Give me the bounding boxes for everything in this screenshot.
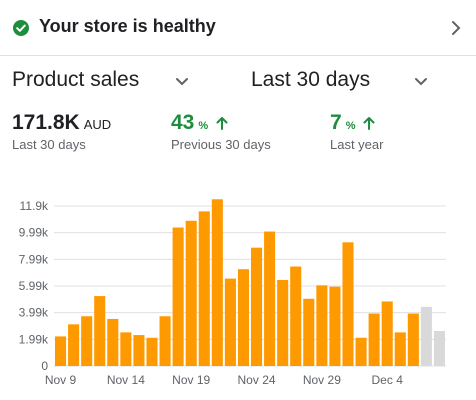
metric-selector[interactable]: Product sales — [12, 68, 140, 91]
previous-period-label: Previous 30 days — [171, 137, 271, 152]
sales-bar[interactable] — [329, 286, 341, 366]
total-sales-label: Last 30 days — [12, 137, 86, 152]
sales-bar[interactable] — [81, 316, 93, 366]
sales-bar[interactable] — [146, 337, 158, 366]
x-tick-label: Nov 9 — [45, 373, 77, 387]
sales-bar[interactable] — [55, 336, 67, 366]
sales-bar[interactable] — [355, 337, 367, 366]
y-tick-label: 3.99k — [19, 306, 49, 320]
x-tick-label: Dec 4 — [372, 373, 404, 387]
period-selector[interactable]: Last 30 days — [251, 68, 371, 91]
store-health-banner[interactable]: Your store is healthy — [0, 0, 476, 56]
sales-bar[interactable] — [433, 331, 445, 366]
y-tick-label: 1.99k — [19, 332, 49, 346]
x-tick-label: Nov 29 — [303, 373, 341, 387]
arrow-up-icon — [216, 117, 228, 130]
sales-bar[interactable] — [290, 266, 302, 366]
sales-bar[interactable] — [198, 211, 210, 366]
sales-bar[interactable] — [68, 324, 80, 366]
last-year-label: Last year — [330, 137, 384, 152]
sales-bar[interactable] — [420, 306, 432, 366]
check-circle-icon — [13, 20, 29, 36]
y-tick-label: 11.9k — [20, 199, 49, 213]
sales-bar[interactable] — [94, 296, 106, 366]
percent-unit: % — [198, 120, 209, 132]
sales-bar[interactable] — [342, 242, 354, 366]
sales-bar[interactable] — [211, 199, 223, 366]
sales-bar[interactable] — [237, 269, 249, 366]
sales-bar[interactable] — [316, 285, 328, 366]
y-tick-label: 9.99k — [19, 226, 49, 240]
sales-bar[interactable] — [394, 332, 406, 366]
sales-bar[interactable] — [407, 313, 419, 366]
sales-bar[interactable] — [381, 301, 393, 366]
percent-unit: % — [345, 120, 356, 132]
chevron-right-icon[interactable] — [450, 20, 462, 36]
sales-bar[interactable] — [224, 278, 236, 366]
sales-bar[interactable] — [172, 227, 184, 366]
sales-bar[interactable] — [368, 313, 380, 366]
sales-bar[interactable] — [133, 335, 145, 366]
x-tick-label: Nov 19 — [172, 373, 210, 387]
last-year-percent: 7 — [330, 111, 342, 134]
sales-bar[interactable] — [303, 298, 315, 366]
last-year-change: 7% — [330, 111, 375, 135]
store-health-text: Your store is healthy — [39, 16, 216, 36]
sales-bar[interactable] — [107, 318, 119, 366]
previous-period-percent: 43 — [171, 111, 195, 134]
sales-bar[interactable] — [251, 247, 263, 366]
sales-bar[interactable] — [159, 316, 171, 366]
sales-bar[interactable] — [185, 220, 197, 366]
arrow-up-icon — [363, 117, 375, 130]
total-sales-value: 171.8K AUD — [12, 111, 111, 135]
y-tick-label: 7.99k — [19, 252, 49, 266]
x-tick-label: Nov 24 — [238, 373, 276, 387]
chevron-down-icon[interactable] — [414, 77, 428, 87]
previous-period-change: 43% — [171, 111, 228, 135]
chevron-down-icon[interactable] — [175, 77, 189, 87]
y-tick-label: 5.99k — [19, 279, 49, 293]
y-tick-label: 0 — [41, 359, 48, 373]
sales-bar[interactable] — [120, 332, 132, 366]
currency-unit: AUD — [83, 117, 112, 132]
sales-bar[interactable] — [277, 279, 289, 366]
x-tick-label: Nov 14 — [107, 373, 145, 387]
sales-bar[interactable] — [264, 231, 276, 366]
total-sales-amount: 171.8K — [12, 111, 80, 134]
